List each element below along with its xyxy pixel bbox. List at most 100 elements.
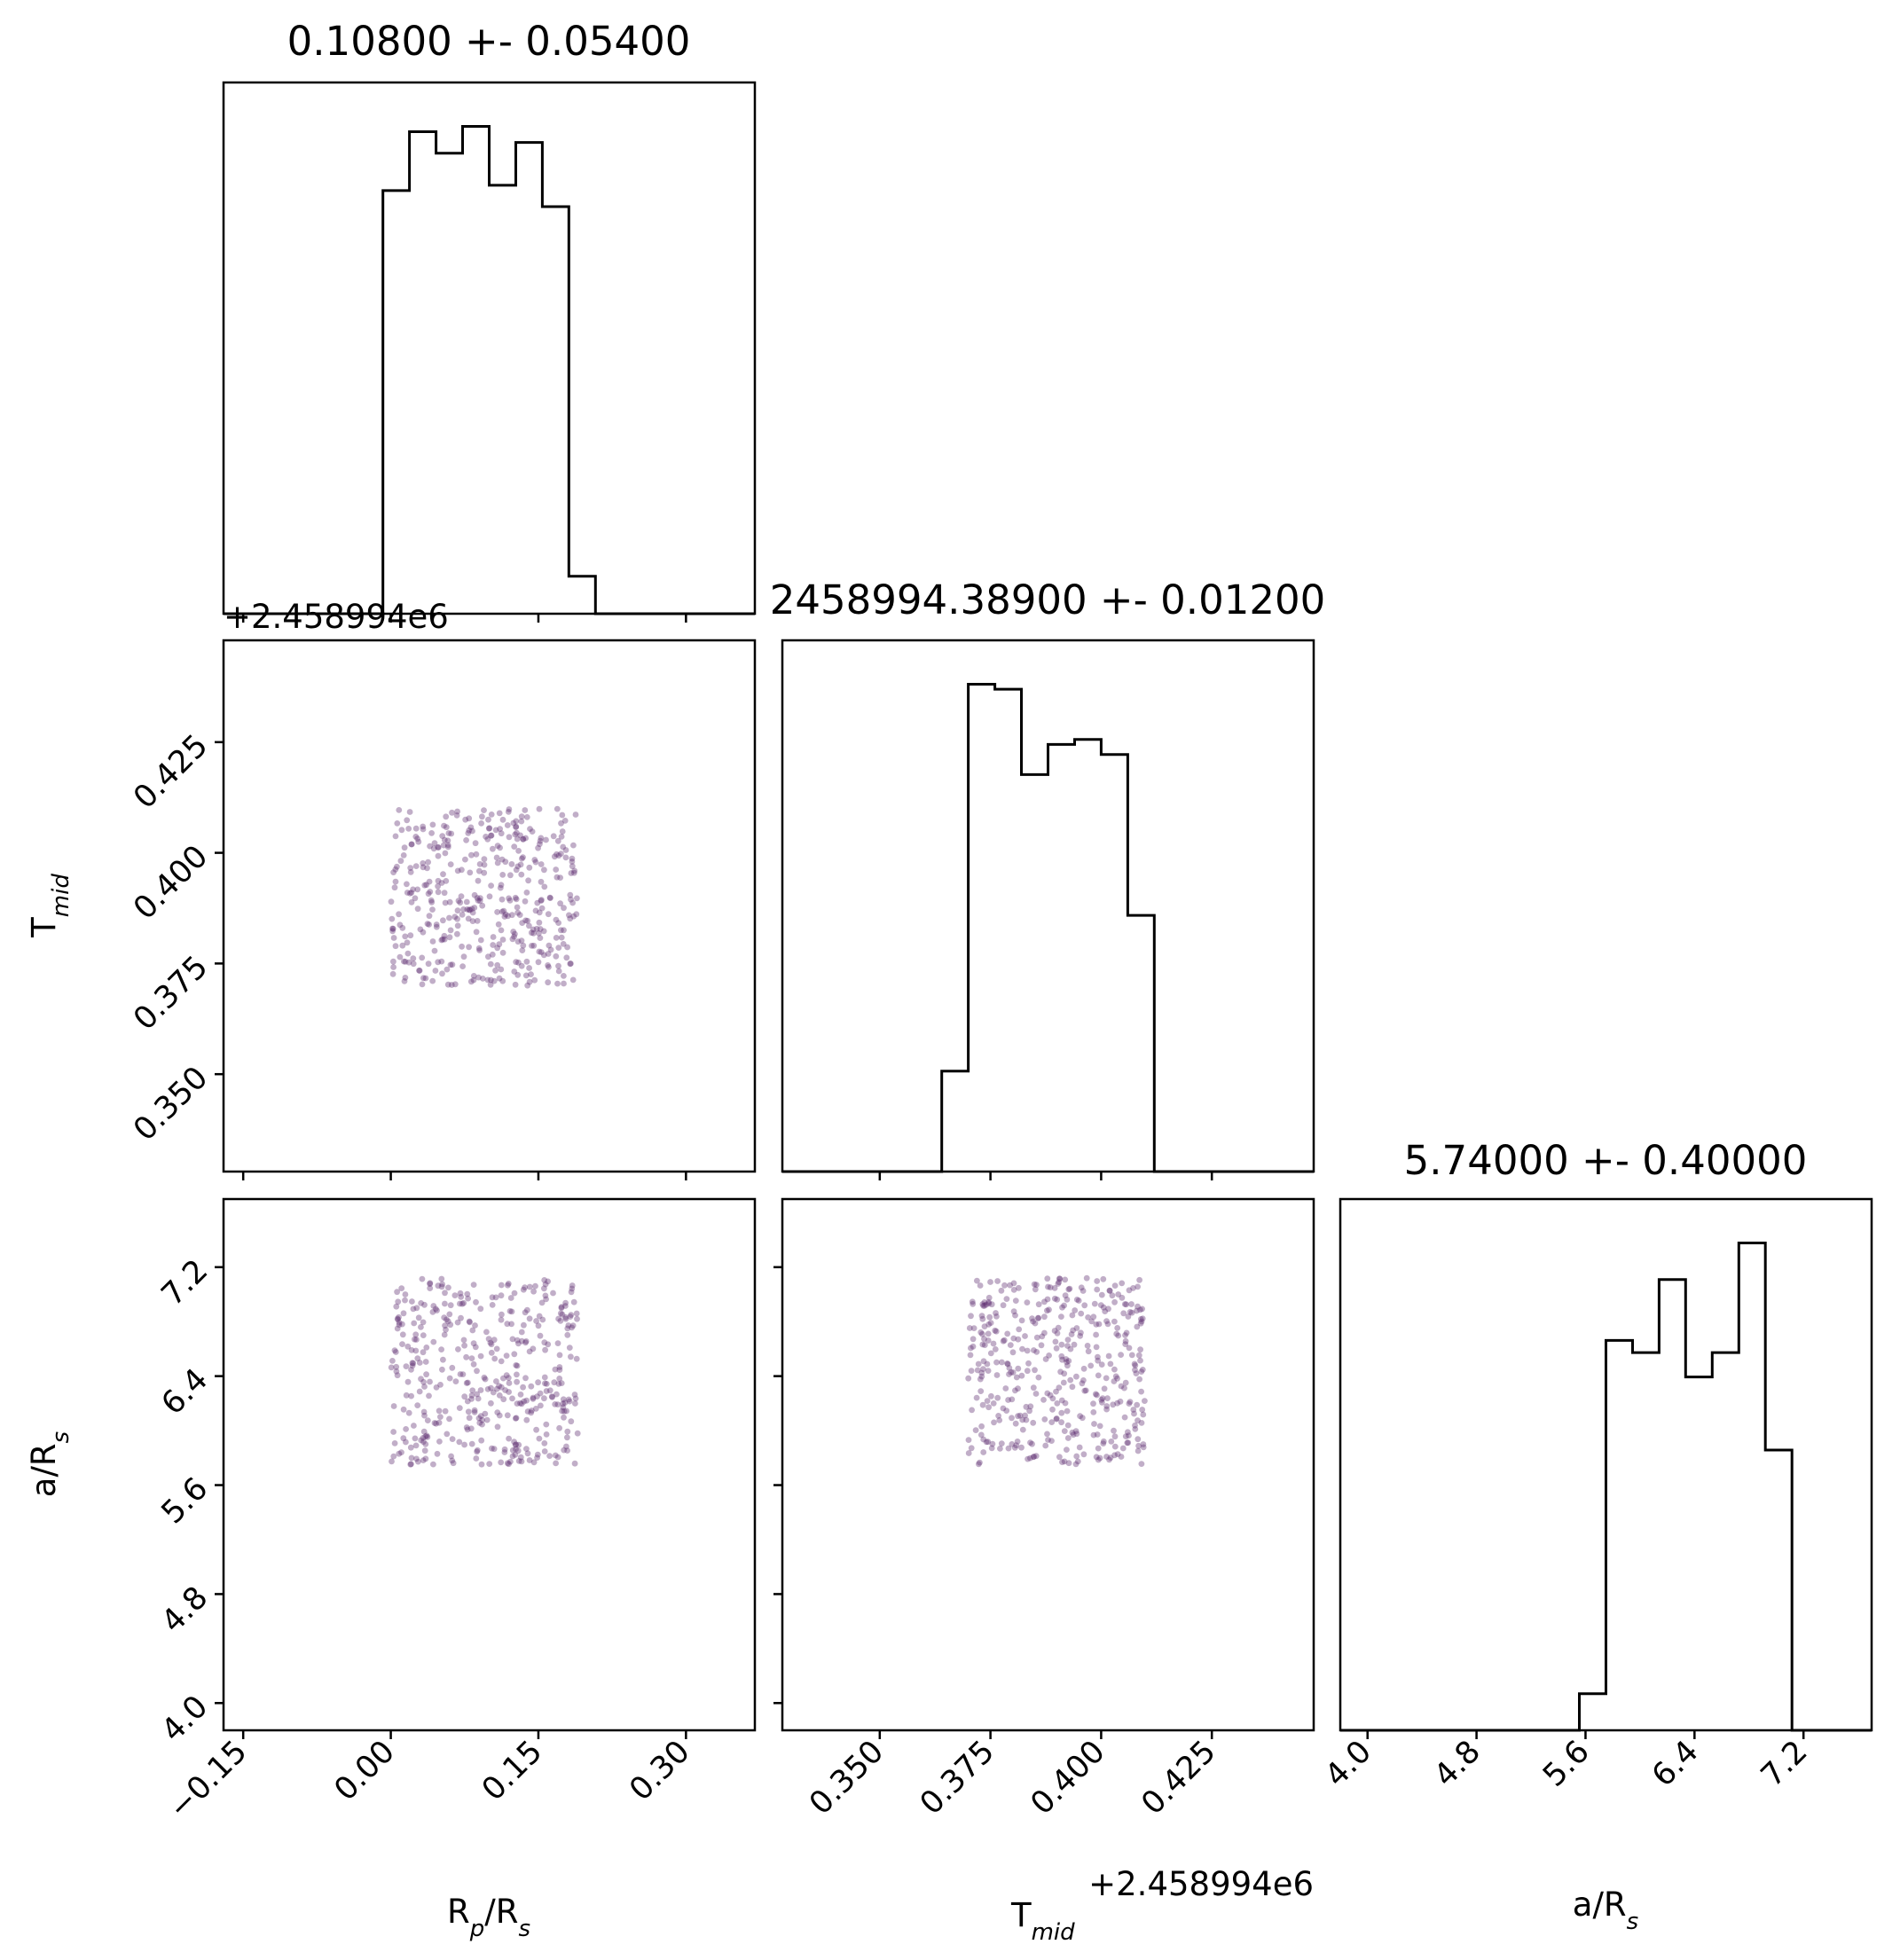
scatter-point	[1009, 1349, 1017, 1356]
scatter-point	[403, 1392, 410, 1399]
scatter-point	[1134, 1401, 1141, 1408]
scatter-point	[393, 1368, 400, 1375]
scatter-point	[1136, 1376, 1142, 1383]
scatter-point	[522, 917, 529, 924]
scatter-point	[1121, 1384, 1127, 1392]
scatter-point	[1103, 1375, 1110, 1382]
scatter-point	[534, 899, 541, 906]
scatter-point	[1064, 1337, 1072, 1343]
svg-text:Rp/Rs: Rp/Rs	[447, 1893, 530, 1942]
scatter-point	[1126, 1400, 1133, 1407]
title-rp: 0.10800 +- 0.05400	[287, 18, 691, 65]
scatter-point	[517, 1399, 523, 1407]
scatter-point	[1107, 1360, 1114, 1368]
scatter-point	[1111, 1366, 1118, 1373]
scatter-point	[1068, 1331, 1075, 1337]
scatter-point	[992, 1327, 999, 1334]
scatter-point	[1137, 1316, 1144, 1322]
scatter-point	[1135, 1447, 1142, 1454]
scatter-point	[1105, 1352, 1112, 1360]
scatter-point	[423, 1345, 430, 1351]
scatter-point	[1002, 1385, 1009, 1392]
scatter-point	[1009, 1415, 1015, 1422]
scatter-point	[1122, 1341, 1129, 1347]
scatter-point	[459, 912, 466, 918]
scatter-point	[469, 1327, 476, 1334]
scatter-point	[455, 1346, 461, 1352]
scatter-point	[1024, 1299, 1031, 1305]
scatter-point	[543, 1431, 550, 1438]
scatter-point	[511, 1351, 518, 1358]
scatter-point	[472, 1322, 478, 1329]
scatter-point	[506, 1308, 514, 1314]
scatter-point	[1062, 1292, 1069, 1299]
scatter-point	[442, 1407, 449, 1415]
scatter-point	[534, 1451, 541, 1458]
scatter-point	[420, 826, 427, 833]
scatter-point	[1049, 1406, 1056, 1413]
scatter-point	[559, 1407, 565, 1415]
scatter-point	[1033, 1282, 1040, 1289]
scatter-point	[442, 850, 449, 857]
scatter-point	[531, 976, 538, 984]
scatter-point	[1132, 1367, 1138, 1374]
scatter-point	[1035, 1315, 1041, 1321]
scatter-point	[554, 805, 561, 812]
scatter-point	[1057, 1368, 1064, 1376]
scatter-point	[1064, 1362, 1071, 1369]
scatter-point	[497, 844, 503, 851]
scatter-point	[1064, 1343, 1071, 1349]
scatter-point	[1054, 1400, 1061, 1407]
scatter-point	[1000, 1337, 1007, 1345]
scatter-point	[1013, 1374, 1020, 1381]
scatter-point	[420, 864, 427, 871]
scatter-point	[547, 946, 554, 953]
scatter-point	[1122, 1379, 1129, 1386]
scatter-point	[441, 822, 447, 829]
scatter-point	[532, 858, 539, 866]
scatter-point	[465, 1379, 471, 1386]
scatter-point	[470, 1340, 477, 1347]
scatter-point	[493, 854, 500, 861]
scatter-point	[436, 1439, 443, 1445]
scatter-point	[985, 1404, 992, 1411]
scatter-point	[447, 861, 454, 867]
scatter-point	[537, 1390, 544, 1397]
scatter-point	[569, 855, 576, 862]
scatter-point	[448, 982, 455, 988]
scatter-point	[541, 1339, 548, 1346]
scatter-point	[424, 1417, 431, 1423]
scatter-point	[437, 1414, 444, 1420]
scatter-point	[970, 1325, 977, 1331]
scatter-point	[532, 1282, 538, 1290]
scatter-point	[561, 1414, 567, 1421]
scatter-point	[1022, 1412, 1028, 1419]
scatter-point	[541, 1374, 548, 1381]
scatter-point	[1122, 1337, 1129, 1345]
scatter-point	[1079, 1415, 1086, 1422]
scatter-point	[394, 1325, 401, 1332]
scatter-point	[978, 1369, 985, 1376]
scatter-point	[435, 844, 442, 851]
scatter-point	[494, 859, 501, 866]
scatter-point	[415, 838, 422, 845]
scatter-point	[564, 1447, 570, 1454]
scatter-point	[1098, 1291, 1105, 1298]
scatter-point	[420, 1378, 427, 1385]
scatter-point	[468, 1392, 475, 1399]
histogram-panel-tmid: 2458994.38900 +- 0.01200	[770, 576, 1325, 1173]
scatter-point	[396, 1450, 403, 1457]
scatter-point	[1015, 1336, 1022, 1343]
scatter-point	[1032, 1367, 1038, 1374]
scatter-point	[522, 898, 529, 905]
scatter-point	[427, 1285, 434, 1291]
scatter-point	[526, 1283, 533, 1290]
scatter-point	[514, 1400, 521, 1407]
scatter-point	[391, 1440, 398, 1446]
scatter-point	[1128, 1309, 1135, 1316]
scatter-point	[494, 843, 501, 850]
scatter-point	[406, 809, 413, 815]
scatter-point	[513, 959, 520, 966]
scatter-point	[459, 866, 465, 874]
scatter-point	[473, 1298, 479, 1305]
